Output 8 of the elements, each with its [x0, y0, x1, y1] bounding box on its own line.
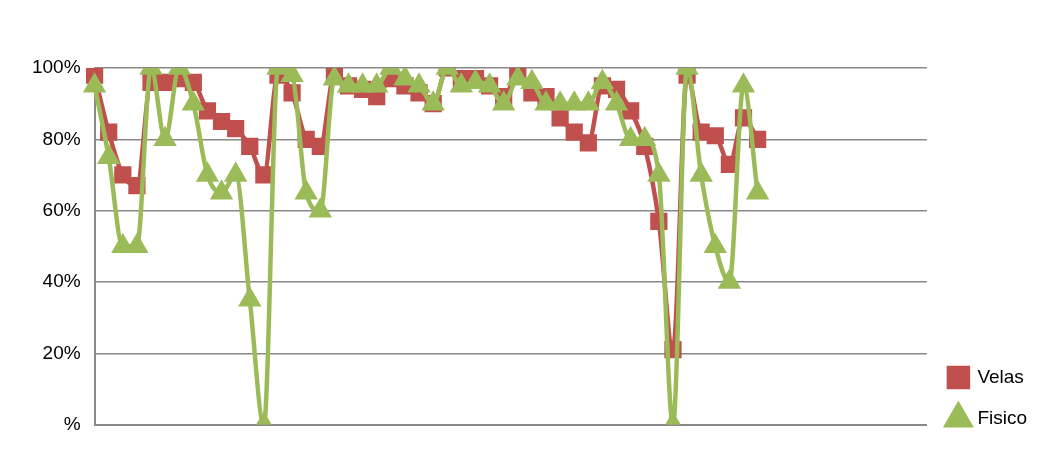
legend-label: Velas	[977, 365, 1024, 387]
y-tick-label: %	[63, 412, 81, 434]
y-tick-label: 100%	[31, 56, 81, 78]
legend-label: Fisico	[977, 406, 1028, 428]
y-tick-label: 80%	[42, 127, 81, 149]
y-tick-label: 60%	[42, 198, 81, 220]
y-tick-label: 40%	[42, 270, 81, 292]
y-tick-label: 20%	[42, 341, 81, 363]
